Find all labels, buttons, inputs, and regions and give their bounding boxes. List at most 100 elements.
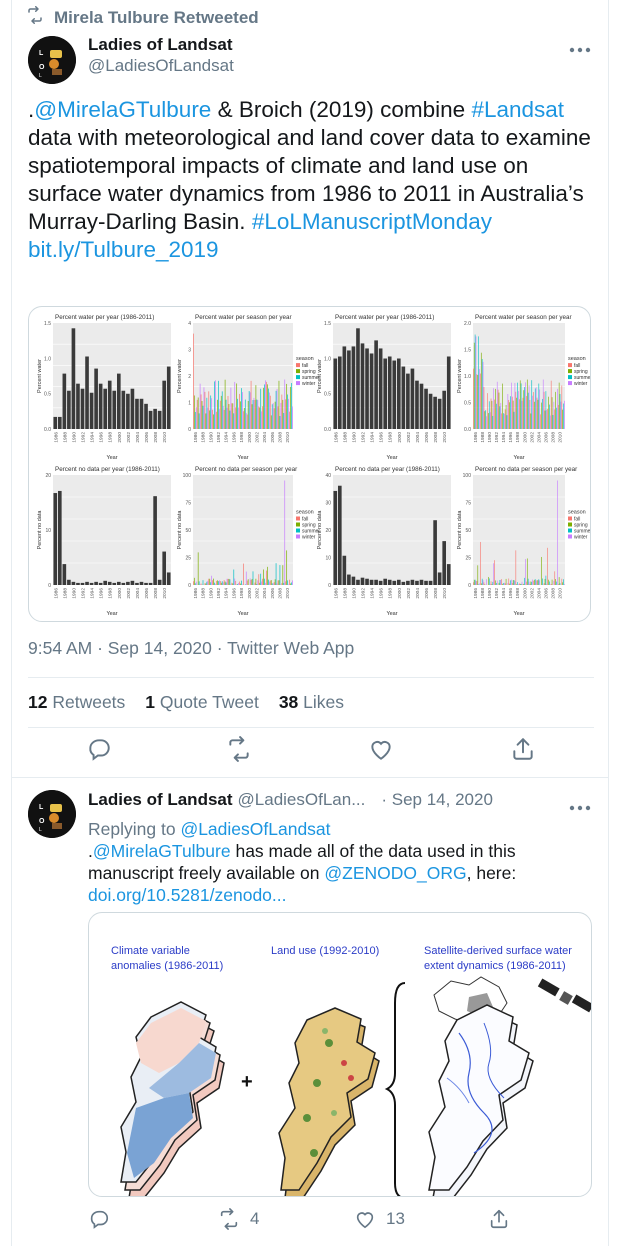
x-tick-label: 2000 — [522, 432, 528, 443]
x-tick-label: 1988 — [62, 432, 68, 443]
label-surface-1: Satellite-derived surface water — [424, 945, 572, 957]
reply-author-handle[interactable]: @LadiesOfLan... — [237, 790, 366, 809]
x-tick-label: 2004 — [262, 432, 268, 443]
y-tick-label: 75 — [465, 501, 471, 507]
y-tick-label: 10 — [45, 528, 51, 534]
reply-avatar[interactable]: L O L — [28, 790, 76, 838]
text-link[interactable]: doi.org/10.5281/zenodo... — [88, 885, 287, 905]
season-bar — [482, 361, 484, 429]
legend-swatch — [568, 381, 572, 386]
y-tick-label: 75 — [185, 501, 191, 507]
reply-share-button[interactable] — [488, 1208, 510, 1230]
text-link[interactable]: @MirelaGTulbure — [92, 841, 231, 861]
text-segment: has made all of the data used in this ma… — [88, 841, 516, 883]
x-tick-label: 1994 — [370, 432, 376, 443]
retweet-button[interactable] — [226, 736, 252, 762]
x-tick-label: 2002 — [254, 432, 260, 443]
season-bar — [544, 410, 546, 429]
season-bar — [260, 573, 262, 585]
season-bar — [281, 583, 283, 585]
x-tick-label: 2008 — [278, 432, 284, 443]
tweet-text: .@MirelaGTulbure & Broich (2019) combine… — [28, 96, 594, 264]
season-bar — [484, 411, 486, 429]
text-link[interactable]: @ZENODO_ORG — [324, 863, 467, 883]
season-bar — [537, 399, 539, 429]
legend-label: summer — [302, 375, 320, 381]
x-tick-label: 1986 — [333, 432, 339, 443]
season-bar — [506, 415, 508, 429]
season-bar — [507, 394, 509, 429]
tweet-timestamp[interactable]: 9:54 AM · Sep 14, 2020 · Twitter Web App — [28, 638, 355, 658]
season-bar — [513, 411, 515, 429]
reply-button[interactable] — [86, 736, 112, 762]
season-bar — [496, 381, 498, 429]
bar — [442, 390, 447, 429]
text-link[interactable]: bit.ly/Tulbure_2019 — [28, 237, 219, 262]
chart-panel: Percent no data per year (1986-2011) Perc… — [37, 466, 171, 617]
season-bar — [235, 580, 237, 585]
season-bar — [218, 380, 219, 429]
replying-to-link[interactable]: @LadiesOfLandsat — [180, 819, 331, 839]
avatar[interactable]: L O L — [28, 36, 76, 84]
reply-reply-button[interactable] — [88, 1208, 110, 1230]
reply-date[interactable]: · Sep 14, 2020 — [381, 790, 493, 809]
share-icon — [490, 1209, 508, 1229]
y-tick-label: 40 — [325, 473, 331, 479]
text-link[interactable]: #Landsat — [471, 97, 565, 122]
retweets-stat[interactable]: 12 Retweets — [28, 692, 126, 712]
legend-swatch — [568, 516, 572, 521]
season-bar — [204, 391, 206, 429]
divider — [28, 677, 594, 678]
x-tick-label: 2004 — [415, 588, 421, 599]
reply-author-name[interactable]: Ladies of Landsat — [88, 790, 233, 809]
likes-stat[interactable]: 38 Likes — [278, 692, 345, 712]
x-tick-label: 2000 — [117, 588, 123, 599]
season-bar — [254, 582, 256, 585]
x-tick-label: 2008 — [153, 588, 159, 599]
season-bar — [516, 584, 518, 585]
text-link[interactable]: #LoLManuscriptMonday — [251, 209, 492, 234]
bar — [76, 383, 80, 429]
season-bar — [199, 584, 201, 585]
like-button[interactable] — [368, 736, 394, 762]
season-bar — [290, 386, 291, 429]
reply-media-figure[interactable]: Climate variable anomalies (1986-2011) L… — [88, 912, 592, 1197]
season-bar — [240, 401, 241, 429]
season-bar — [553, 580, 555, 585]
season-bar — [219, 580, 221, 585]
season-bar — [285, 581, 287, 585]
season-bar — [230, 387, 232, 429]
quote-tweets-stat[interactable]: 1 Quote Tweet — [145, 692, 259, 712]
season-bar — [247, 579, 249, 585]
author-handle[interactable]: @LadiesOfLandsat — [88, 56, 234, 75]
retweet-banner[interactable]: Mirela Tulbure Retweeted — [26, 6, 259, 29]
x-tick-label: 1990 — [208, 432, 214, 443]
more-options-button[interactable] — [569, 38, 591, 58]
season-bar — [216, 411, 217, 429]
legend-label: winter — [302, 535, 316, 541]
season-bar — [548, 396, 549, 429]
x-axis-label: Year — [106, 455, 117, 461]
season-bar — [201, 401, 203, 429]
x-tick-label: 2000 — [247, 432, 253, 443]
season-bar — [557, 480, 558, 585]
reply-retweet-button[interactable]: 4 — [218, 1208, 259, 1230]
season-bar — [561, 578, 563, 585]
text-segment: data with meteorological and land cover … — [28, 125, 591, 234]
season-bar — [277, 406, 279, 429]
legend-swatch — [568, 363, 572, 368]
season-bar — [485, 410, 487, 429]
reply-like-button[interactable]: 13 — [354, 1208, 405, 1230]
x-tick-label: 2002 — [529, 588, 535, 599]
bar — [374, 579, 378, 585]
reply-more-options-button[interactable] — [569, 796, 591, 816]
share-button[interactable] — [510, 736, 536, 762]
y-axis-label: Percent no data — [457, 510, 463, 550]
tweet-media-figure[interactable]: Percent water per year (1986-2011) Percen… — [28, 306, 591, 622]
author-name[interactable]: Ladies of Landsat — [88, 35, 233, 54]
legend-label: winter — [574, 381, 588, 387]
text-link[interactable]: @MirelaGTulbure — [34, 97, 212, 122]
svg-text:O: O — [39, 818, 45, 825]
x-tick-label: 1988 — [342, 432, 348, 443]
season-bar — [553, 401, 555, 429]
